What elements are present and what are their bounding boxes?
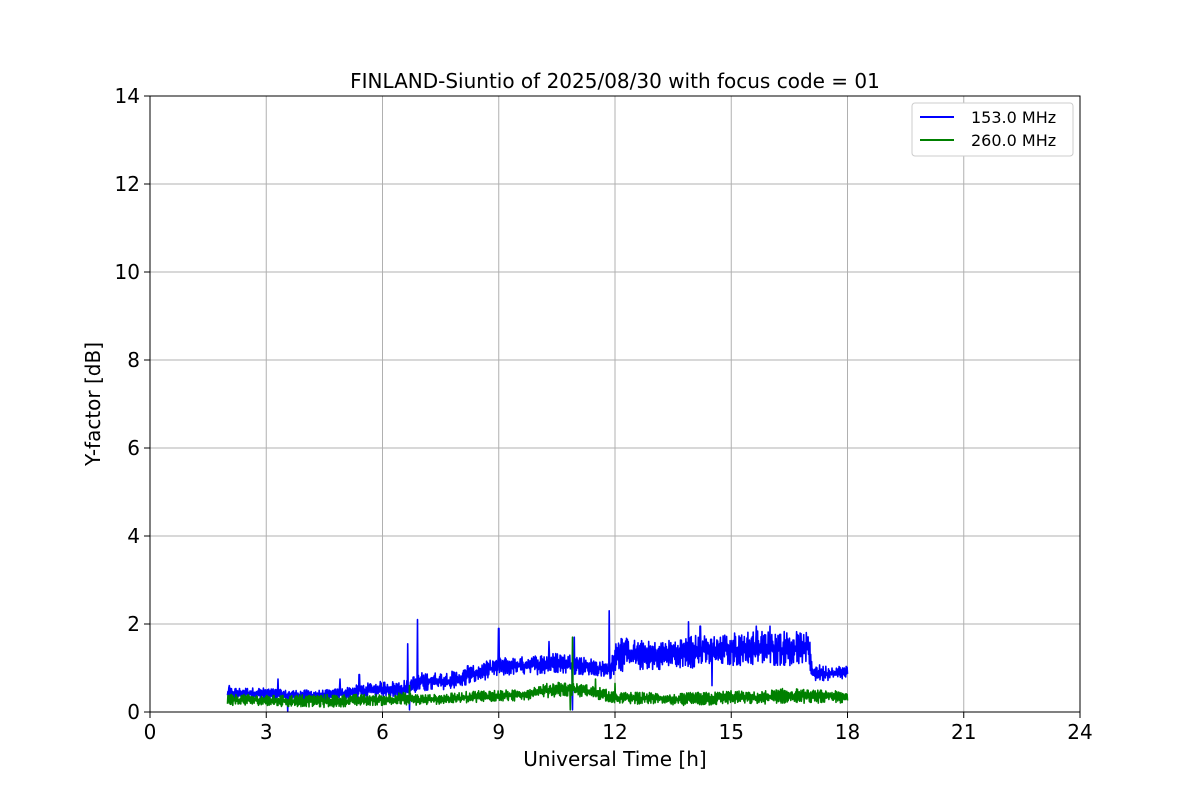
series-line-2600mhz bbox=[226, 636, 849, 711]
x-tick-label: 18 bbox=[835, 720, 860, 744]
x-tick-label: 12 bbox=[602, 720, 627, 744]
x-tick-label: 3 bbox=[260, 720, 273, 744]
y-tick-label: 14 bbox=[115, 84, 140, 108]
x-tick-label: 24 bbox=[1067, 720, 1092, 744]
x-tick-label: 21 bbox=[951, 720, 976, 744]
y-tick-label: 2 bbox=[127, 612, 140, 636]
y-tick-label: 8 bbox=[127, 348, 140, 372]
x-axis-label: Universal Time [h] bbox=[523, 747, 706, 771]
legend: 153.0 MHz 260.0 MHz bbox=[911, 102, 1074, 157]
y-tick-label: 12 bbox=[115, 172, 140, 196]
x-tick-label: 6 bbox=[376, 720, 389, 744]
x-axis: 0 3 6 9 12 15 18 21 24 bbox=[144, 712, 1093, 744]
series-layer bbox=[226, 610, 849, 712]
y-tick-label: 0 bbox=[127, 700, 140, 724]
y-tick-label: 10 bbox=[115, 260, 140, 284]
y-axis-label: Y-factor [dB] bbox=[81, 342, 105, 467]
series-line-1530mhz bbox=[226, 610, 849, 712]
y-tick-label: 4 bbox=[127, 524, 140, 548]
chart-title: FINLAND-Siuntio of 2025/08/30 with focus… bbox=[350, 69, 880, 93]
legend-label-260mhz: 260.0 MHz bbox=[971, 131, 1056, 150]
legend-label-153mhz: 153.0 MHz bbox=[971, 108, 1056, 127]
y-tick-label: 6 bbox=[127, 436, 140, 460]
y-axis: 0 2 4 6 8 10 12 14 bbox=[115, 84, 150, 724]
x-tick-label: 9 bbox=[492, 720, 505, 744]
x-tick-label: 15 bbox=[719, 720, 744, 744]
x-tick-label: 0 bbox=[144, 720, 157, 744]
